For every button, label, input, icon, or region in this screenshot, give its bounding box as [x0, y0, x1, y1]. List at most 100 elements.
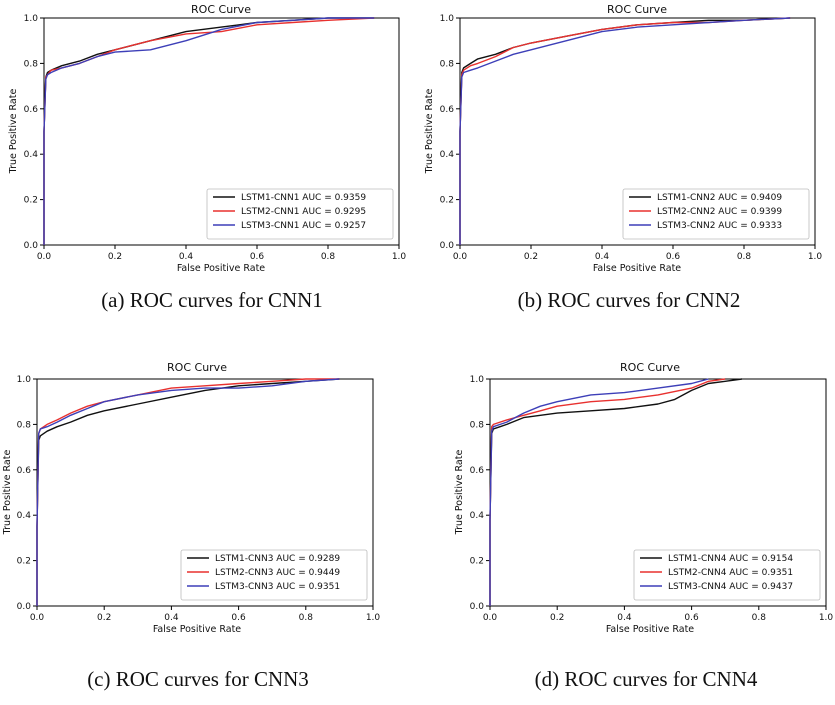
y-tick-label: 0.8: [17, 420, 32, 430]
x-axis-label: False Positive Rate: [177, 263, 265, 274]
legend-entry: LSTM2-CNN2 AUC = 0.9399: [657, 207, 782, 217]
x-tick-label: 0.2: [524, 252, 538, 262]
x-tick-label: 0.2: [97, 613, 111, 623]
y-axis-label: True Positive Rate: [8, 89, 19, 175]
y-axis-label: True Positive Rate: [424, 89, 435, 175]
legend-entry: LSTM1-CNN3 AUC = 0.9289: [215, 554, 340, 564]
x-tick-label: 0.8: [321, 252, 336, 262]
y-tick-label: 1.0: [470, 375, 485, 385]
legend-entry: LSTM3-CNN4 AUC = 0.9437: [668, 582, 793, 592]
roc-curves: [459, 17, 791, 245]
roc-curve-series-3: [459, 17, 791, 245]
x-axis-label: False Positive Rate: [153, 624, 241, 635]
y-tick-label: 0.4: [440, 150, 455, 160]
roc-curve-series-1: [489, 378, 743, 606]
x-tick-label: 0.8: [737, 252, 752, 262]
panel-c: ROC Curve 0.0 0.2 0.4 0.6 0.8 1.0 0.0 0.2 0.4 0.6…: [2, 361, 380, 691]
roc-curve-series-1: [36, 378, 340, 606]
legend-entry: LSTM3-CNN3 AUC = 0.9351: [215, 582, 340, 592]
y-tick-label: 0.6: [470, 466, 485, 476]
y-tick-label: 0.2: [17, 557, 31, 567]
legend-entry: LSTM2-CNN3 AUC = 0.9449: [215, 568, 340, 578]
y-tick-label: 0.8: [24, 59, 39, 69]
y-tick-label: 0.4: [17, 511, 32, 521]
legend-box: [633, 549, 821, 601]
y-tick-label: 1.0: [440, 14, 455, 24]
x-tick-label: 0.4: [179, 252, 194, 262]
legend: LSTM1-CNN3 AUC = 0.9289 LSTM2-CNN3 AUC = …: [180, 549, 368, 601]
y-tick-label: 0.2: [470, 557, 484, 567]
x-tick-label: 0.6: [250, 252, 265, 262]
legend-entry: LSTM1-CNN4 AUC = 0.9154: [668, 554, 793, 564]
x-tick-label: 0.8: [752, 613, 767, 623]
x-tick-label: 0.4: [617, 613, 632, 623]
y-tick-label: 0.6: [17, 466, 32, 476]
roc-curve-series-3: [43, 17, 375, 245]
roc-curves: [36, 378, 340, 606]
x-tick-label: 0.6: [666, 252, 681, 262]
roc-curves: [43, 17, 375, 245]
y-axis-label: True Positive Rate: [454, 450, 465, 536]
x-tick-label: 1.0: [392, 252, 407, 262]
y-tick-label: 0.6: [440, 105, 455, 115]
y-tick-label: 0.8: [470, 420, 485, 430]
x-tick-label: 1.0: [366, 613, 381, 623]
y-tick-label: 0.0: [17, 602, 32, 612]
chart-title: ROC Curve: [167, 361, 227, 374]
legend-entry: LSTM1-CNN2 AUC = 0.9409: [657, 193, 782, 203]
x-tick-label: 0.0: [453, 252, 468, 262]
x-axis-label: False Positive Rate: [593, 263, 681, 274]
x-tick-label: 0.0: [30, 613, 45, 623]
legend-entry: LSTM1-CNN1 AUC = 0.9359: [241, 193, 366, 203]
x-tick-label: 0.8: [299, 613, 314, 623]
panel-b: ROC Curve 0.0 0.2 0.4 0.6 0.8 1.0 0.0 0.2 0.4 0.6…: [424, 3, 822, 312]
x-tick-label: 0.0: [37, 252, 52, 262]
x-tick-label: 0.2: [550, 613, 564, 623]
roc-curve-series-2: [459, 17, 791, 245]
legend-entry: LSTM2-CNN1 AUC = 0.9295: [241, 207, 366, 217]
x-axis-label: False Positive Rate: [606, 624, 694, 635]
legend-entry: LSTM3-CNN2 AUC = 0.9333: [657, 221, 782, 231]
caption-d: (d) ROC curves for CNN4: [535, 667, 758, 691]
y-tick-label: 0.8: [440, 59, 455, 69]
roc-curve-series-3: [36, 378, 340, 606]
x-tick-label: 0.4: [595, 252, 610, 262]
x-tick-label: 0.6: [231, 613, 246, 623]
chart-title: ROC Curve: [191, 3, 251, 16]
caption-b: (b) ROC curves for CNN2: [518, 288, 741, 312]
legend-box: [622, 188, 810, 240]
caption-c: (c) ROC curves for CNN3: [87, 667, 309, 691]
x-tick-label: 0.2: [108, 252, 122, 262]
legend: LSTM1-CNN1 AUC = 0.9359 LSTM2-CNN1 AUC = …: [206, 188, 394, 240]
y-tick-label: 0.0: [470, 602, 485, 612]
panel-a: ROC Curve 0.0 0.2 0.4 0.6 0.8 1.0 0.0 0.2 0.4 0.6…: [8, 3, 406, 312]
panel-d: ROC Curve 0.0 0.2 0.4 0.6 0.8 1.0 0.0 0.2 0.4 0.6…: [454, 361, 833, 691]
y-tick-label: 0.2: [440, 196, 454, 206]
y-tick-label: 0.0: [24, 241, 39, 251]
y-axis-label: True Positive Rate: [2, 450, 13, 536]
y-tick-label: 0.4: [470, 511, 485, 521]
x-tick-label: 0.6: [684, 613, 699, 623]
caption-a: (a) ROC curves for CNN1: [101, 288, 323, 312]
chart-title: ROC Curve: [607, 3, 667, 16]
legend-box: [180, 549, 368, 601]
axis-ticks: 0.0 0.2 0.4 0.6 0.8 1.0 0.0 0.2 0.4 0.6 0.8 1.0: [440, 14, 823, 262]
y-tick-label: 0.4: [24, 150, 39, 160]
x-tick-label: 0.4: [164, 613, 179, 623]
y-tick-label: 1.0: [17, 375, 32, 385]
legend: LSTM1-CNN2 AUC = 0.9409 LSTM2-CNN2 AUC = …: [622, 188, 810, 240]
y-tick-label: 0.0: [440, 241, 455, 251]
legend-box: [206, 188, 394, 240]
x-tick-label: 1.0: [808, 252, 823, 262]
y-tick-label: 1.0: [24, 14, 39, 24]
roc-curves: [489, 378, 743, 606]
legend-entry: LSTM3-CNN1 AUC = 0.9257: [241, 221, 366, 231]
x-tick-label: 1.0: [819, 613, 834, 623]
chart-title: ROC Curve: [620, 361, 680, 374]
legend: LSTM1-CNN4 AUC = 0.9154 LSTM2-CNN4 AUC = …: [633, 549, 821, 601]
roc-curve-series-3: [489, 378, 709, 606]
legend-entry: LSTM2-CNN4 AUC = 0.9351: [668, 568, 793, 578]
axis-ticks: 0.0 0.2 0.4 0.6 0.8 1.0 0.0 0.2 0.4 0.6 0.8 1.0: [24, 14, 407, 262]
axis-ticks: 0.0 0.2 0.4 0.6 0.8 1.0 0.0 0.2 0.4 0.6 0.8 1.0: [470, 375, 834, 623]
